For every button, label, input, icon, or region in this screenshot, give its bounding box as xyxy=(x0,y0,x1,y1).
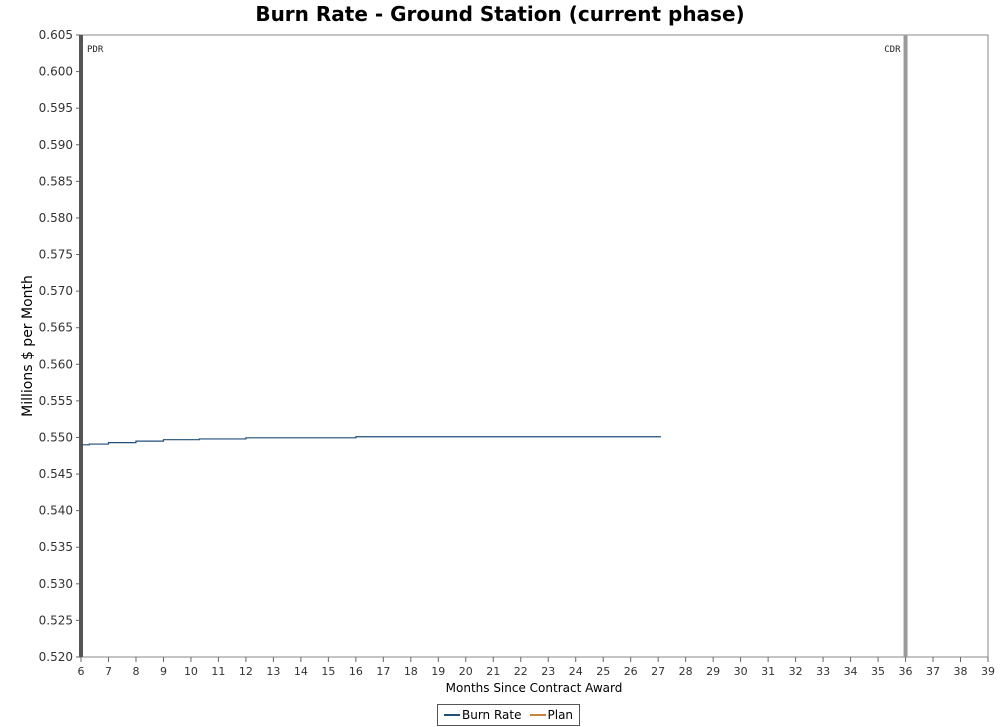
x-tick-label: 30 xyxy=(734,665,748,678)
x-tick-label: 32 xyxy=(789,665,803,678)
x-tick-label: 17 xyxy=(376,665,390,678)
x-axis-label: Months Since Contract Award xyxy=(446,681,623,695)
y-tick-label: 0.535 xyxy=(39,540,73,554)
x-tick-label: 20 xyxy=(459,665,473,678)
x-tick-label: 10 xyxy=(184,665,198,678)
x-tick-label: 39 xyxy=(981,665,995,678)
legend-label-plan: Plan xyxy=(547,708,574,722)
x-tick-label: 14 xyxy=(294,665,308,678)
chart-title: Burn Rate - Ground Station (current phas… xyxy=(255,2,745,26)
x-tick-label: 18 xyxy=(404,665,418,678)
milestone-label-pdr: PDR xyxy=(87,45,104,55)
x-tick-label: 33 xyxy=(816,665,830,678)
x-tick-label: 11 xyxy=(211,665,225,678)
x-tick-label: 34 xyxy=(844,665,858,678)
y-tick-label: 0.600 xyxy=(39,65,73,79)
y-tick-label: 0.585 xyxy=(39,174,73,188)
x-tick-label: 6 xyxy=(78,665,85,678)
y-tick-label: 0.595 xyxy=(39,101,73,115)
x-tick-label: 15 xyxy=(321,665,335,678)
y-tick-label: 0.555 xyxy=(39,394,73,408)
y-axis: 0.520 0.525 0.530 0.535 0.540 0.545 0.550 0.555… xyxy=(39,28,81,664)
y-tick-label: 0.575 xyxy=(39,248,73,262)
y-tick-label: 0.590 xyxy=(39,138,73,152)
series-layer xyxy=(81,436,661,446)
y-tick-label: 0.560 xyxy=(39,357,73,371)
x-tick-label: 9 xyxy=(160,665,167,678)
legend-item-plan: Plan xyxy=(529,708,574,722)
y-axis-label: Millions $ per Month xyxy=(20,275,36,417)
x-tick-label: 7 xyxy=(105,665,112,678)
x-tick-label: 27 xyxy=(651,665,665,678)
plot-background xyxy=(80,34,989,658)
x-tick-label: 28 xyxy=(679,665,693,678)
y-tick-label: 0.540 xyxy=(39,504,73,518)
x-axis: 6 7 8 9 10 11 12 13 14 15 16 17 18 19 20 21 22 23 24 25 26 27… xyxy=(78,657,995,678)
x-tick-label: 16 xyxy=(349,665,363,678)
x-tick-label: 25 xyxy=(596,665,610,678)
x-tick-label: 31 xyxy=(761,665,775,678)
y-tick-label: 0.580 xyxy=(39,211,73,225)
x-tick-label: 37 xyxy=(926,665,940,678)
y-tick-label: 0.525 xyxy=(39,613,73,627)
y-tick-label: 0.530 xyxy=(39,577,73,591)
y-tick-label: 0.570 xyxy=(39,284,73,298)
legend-label-burn-rate: Burn Rate xyxy=(462,708,522,722)
milestone-markers: PDR CDR xyxy=(79,35,908,657)
x-tick-label: 35 xyxy=(871,665,885,678)
x-tick-label: 38 xyxy=(954,665,968,678)
x-tick-label: 13 xyxy=(266,665,280,678)
y-tick-label: 0.520 xyxy=(39,650,73,664)
x-tick-label: 24 xyxy=(569,665,583,678)
y-tick-label: 0.550 xyxy=(39,430,73,444)
series-line-burn-rate xyxy=(81,436,661,446)
y-tick-label: 0.565 xyxy=(39,321,73,335)
x-tick-label: 12 xyxy=(239,665,253,678)
x-tick-label: 8 xyxy=(132,665,139,678)
x-tick-label: 36 xyxy=(899,665,913,678)
legend-swatch-plan xyxy=(529,714,546,716)
x-tick-label: 21 xyxy=(486,665,500,678)
milestone-label-cdr: CDR xyxy=(884,45,901,55)
x-tick-label: 19 xyxy=(431,665,445,678)
x-tick-label: 22 xyxy=(514,665,528,678)
x-tick-label: 23 xyxy=(541,665,555,678)
x-tick-label: 29 xyxy=(706,665,720,678)
y-tick-label: 0.605 xyxy=(39,28,73,42)
y-tick-label: 0.545 xyxy=(39,467,73,481)
legend-swatch-burn-rate xyxy=(444,714,460,716)
x-tick-label: 26 xyxy=(624,665,638,678)
legend: Burn Rate Plan xyxy=(437,704,581,726)
legend-item-burn-rate: Burn Rate xyxy=(444,708,522,722)
